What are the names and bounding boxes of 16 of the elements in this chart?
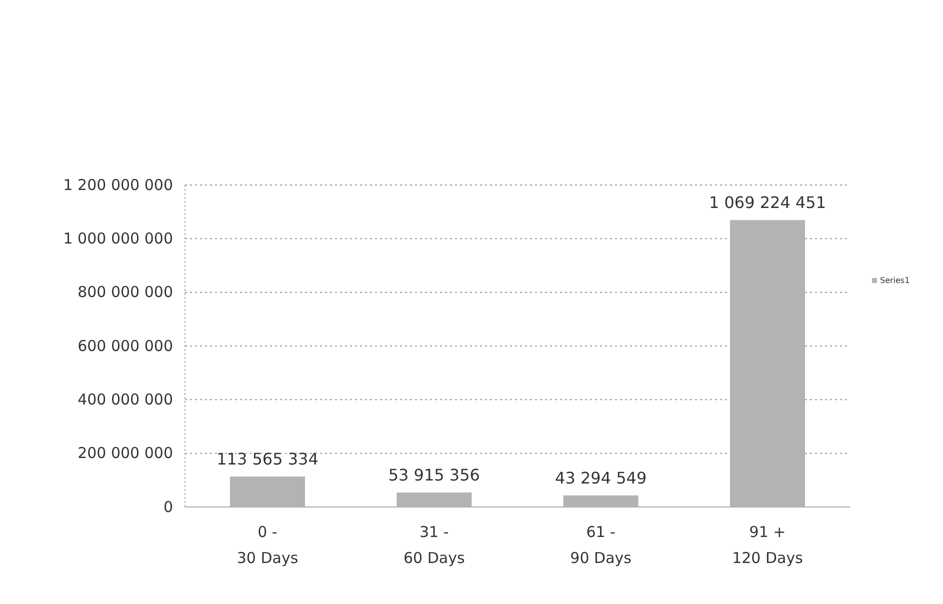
x-tick-label: 61 - 90 Days (570, 523, 632, 567)
x-tick-label: 91 + 120 Days (732, 523, 804, 567)
y-tick-label: 200 000 000 (78, 444, 173, 462)
text: 53 915 356 (388, 466, 480, 485)
text: 1 069 224 451 (708, 193, 826, 212)
x-tick-label: 31 - 60 Days (404, 523, 465, 567)
y-tick-label: 600 000 000 (78, 336, 173, 355)
y-tick-label: 1 000 000 000 (63, 229, 173, 248)
text: 43 294 549 (555, 468, 647, 488)
y-tick-label: 400 000 000 (78, 390, 173, 408)
y-tick-label: 800 000 000 (78, 283, 173, 302)
text: 113 565 334 (216, 450, 318, 469)
legend-label: Series1 (880, 276, 910, 285)
x-tick-label: 0 - 30 Days (236, 523, 298, 567)
y-tick-label: 1 200 000 000 (63, 176, 173, 194)
y-tick-label: 0 (163, 498, 173, 516)
